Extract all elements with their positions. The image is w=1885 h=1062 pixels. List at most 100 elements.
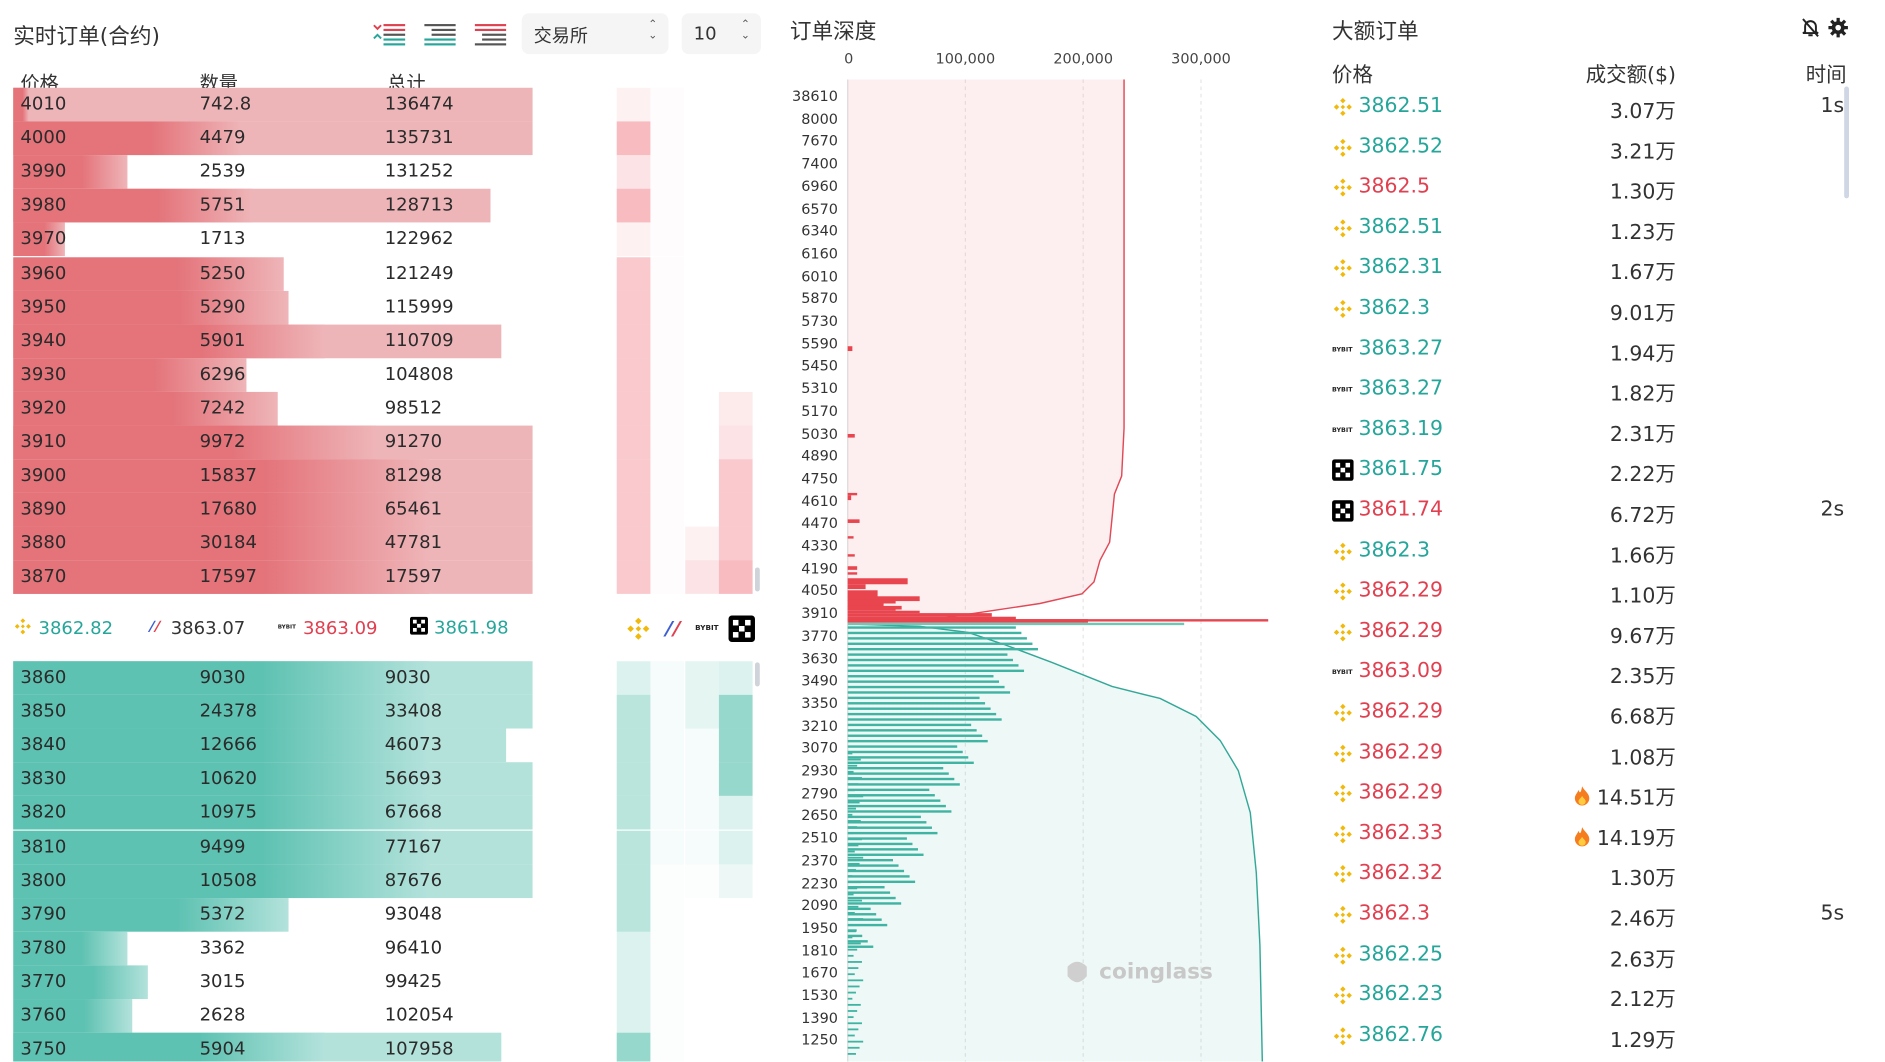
ask-row[interactable]: 3960 5250 121249	[13, 256, 532, 291]
ask-row[interactable]: 4010 742.8 136474	[13, 87, 533, 122]
y-tick-label: 4050	[801, 582, 838, 600]
bids-scrollbar[interactable]	[754, 662, 760, 687]
big-order-row[interactable]: 3862.3 2.46万 5s	[1332, 900, 1851, 932]
big-order-row[interactable]: 3862.29 6.68万	[1332, 698, 1851, 730]
big-order-row[interactable]: 3862.23 2.12万	[1332, 981, 1851, 1012]
ask-qty-bar	[13, 155, 128, 189]
heat-cell	[616, 155, 651, 190]
heat-cell	[650, 223, 684, 257]
bid-volume-bar	[847, 669, 1025, 673]
depth-select[interactable]: 10 ⌃ ⌄	[681, 13, 761, 55]
bid-qty-bar	[13, 661, 429, 695]
ask-qty: 5901	[199, 329, 246, 351]
ask-row[interactable]: 3870 17597 17597	[13, 560, 533, 595]
bid-price: 3830	[20, 767, 67, 790]
filter-binance[interactable]	[625, 616, 651, 647]
filter-okx[interactable]	[728, 615, 755, 647]
ask-row[interactable]: 3890 17680 65461	[13, 493, 533, 527]
depth-chart[interactable]	[847, 79, 1269, 1062]
heat-cell	[616, 897, 651, 932]
y-tick-label: 2930	[801, 762, 838, 780]
big-order-row[interactable]: 3862.5 1.30万	[1332, 173, 1851, 205]
ask-volume-bar	[847, 492, 858, 496]
bid-row[interactable]: 3780 3362 96410	[13, 931, 532, 966]
bid-qty: 10620	[199, 767, 257, 790]
ask-row[interactable]: 3940 5901 110709	[13, 324, 532, 358]
filter-bybit[interactable]: BYBIT	[694, 616, 720, 642]
ask-row[interactable]: 3980 5751 128713	[13, 189, 532, 223]
bid-row[interactable]: 3770 3015 99425	[13, 965, 532, 999]
bid-row[interactable]: 3820 10975 67668	[13, 796, 533, 830]
bid-row[interactable]: 3750 5904 107958	[13, 1032, 532, 1062]
ask-row[interactable]: 3900 15837 81298	[13, 459, 533, 494]
okx-icon	[1332, 459, 1354, 488]
bid-row[interactable]: 3840 12666 46073	[13, 728, 532, 763]
heat-cell	[650, 257, 684, 291]
big-order-row[interactable]: BYBIT 3863.27 1.94万	[1332, 335, 1851, 366]
bid-volume-bar	[847, 761, 974, 764]
bid-row[interactable]: 3800 10508 87676	[13, 863, 533, 898]
heat-cell	[616, 830, 651, 864]
bid-volume-bar	[847, 837, 907, 840]
bid-volume-bar	[847, 807, 856, 810]
big-order-row[interactable]: 3862.29 1.08万	[1332, 739, 1851, 770]
bid-volume-bar	[847, 1022, 862, 1025]
ask-qty-bar	[13, 121, 242, 156]
big-order-price: 3863.09	[1358, 659, 1444, 684]
mute-alert-button[interactable]	[1800, 17, 1822, 43]
ask-row[interactable]: 3970 1713 122962	[13, 222, 532, 257]
big-order-row[interactable]: 3862.52 3.21万	[1332, 133, 1851, 164]
big-order-row[interactable]: 3862.3 1.66万	[1332, 537, 1851, 568]
filter-bitmex[interactable]	[660, 616, 686, 647]
big-order-row[interactable]: BYBIT 3863.27 1.82万	[1332, 375, 1851, 407]
ask-row[interactable]: 3930 6296 104808	[13, 358, 532, 392]
view-bids-button[interactable]	[422, 20, 458, 49]
bid-row[interactable]: 3860 9030 9030	[13, 661, 533, 695]
heat-cell	[685, 661, 719, 695]
ask-row[interactable]: 3950 5290 115999	[13, 290, 532, 325]
ask-row[interactable]: 4000 4479 135731	[13, 121, 533, 156]
big-order-row[interactable]: 3862.51 1.23万	[1332, 214, 1851, 245]
big-orders-scrollbar[interactable]	[1844, 86, 1849, 199]
bid-qty: 5372	[199, 902, 246, 925]
big-order-row[interactable]: 3862.32 1.30万	[1332, 860, 1851, 891]
bid-row[interactable]: 3810 9499 77167	[13, 830, 533, 864]
asks-scrollbar[interactable]	[754, 567, 760, 592]
bid-qty: 24378	[199, 699, 257, 722]
big-order-row[interactable]: 3861.74 6.72万 2s	[1332, 497, 1851, 528]
big-order-row[interactable]: 3862.3 9.01万	[1332, 295, 1851, 326]
big-order-amount: 6.68万	[1609, 705, 1676, 730]
bid-volume-bar	[847, 783, 859, 786]
big-order-row[interactable]: 3861.75 2.22万	[1332, 456, 1851, 488]
view-both-button[interactable]	[371, 20, 407, 49]
big-order-row[interactable]: 3862.25 2.63万	[1332, 941, 1851, 972]
bid-volume-bar	[847, 832, 854, 835]
big-order-row[interactable]: 3862.51 3.07万 1s	[1332, 93, 1851, 124]
bid-row[interactable]: 3790 5372 93048	[13, 897, 532, 932]
big-order-row[interactable]: 3862.29 1.10万	[1332, 577, 1851, 609]
bid-qty-bar	[13, 796, 429, 830]
big-order-row[interactable]: 3862.31 1.67万	[1332, 254, 1851, 285]
heat-cell	[685, 864, 719, 898]
exchange-select[interactable]: 交易所 ⌃ ⌄	[521, 13, 669, 55]
ask-row[interactable]: 3910 9972 91270	[13, 425, 533, 460]
bid-row[interactable]: 3760 2628 102054	[13, 999, 532, 1033]
ask-volume-bar	[847, 596, 920, 602]
ask-total: 81298	[384, 464, 443, 486]
ask-row[interactable]: 3880 30184 47781	[13, 526, 533, 561]
big-order-row[interactable]: 3862.33 14.19万	[1332, 820, 1851, 851]
ask-row[interactable]: 3920 7242 98512	[13, 391, 532, 426]
big-order-row[interactable]: 3862.76 1.29万	[1332, 1022, 1851, 1053]
big-order-row[interactable]: 3862.29 14.51万	[1332, 779, 1851, 811]
ask-volume-bar	[847, 605, 902, 610]
big-order-row[interactable]: BYBIT 3863.09 2.35万	[1332, 658, 1851, 689]
settings-button[interactable]	[1827, 17, 1849, 43]
heat-cell	[685, 830, 719, 864]
big-order-row[interactable]: 3862.29 9.67万	[1332, 618, 1851, 649]
bid-row[interactable]: 3830 10620 56693	[13, 762, 533, 797]
view-asks-button[interactable]	[472, 20, 508, 49]
big-order-price: 3862.52	[1358, 134, 1444, 159]
bid-row[interactable]: 3850 24378 33408	[13, 694, 533, 729]
ask-row[interactable]: 3990 2539 131252	[13, 155, 532, 189]
big-order-row[interactable]: BYBIT 3863.19 2.31万	[1332, 416, 1851, 447]
